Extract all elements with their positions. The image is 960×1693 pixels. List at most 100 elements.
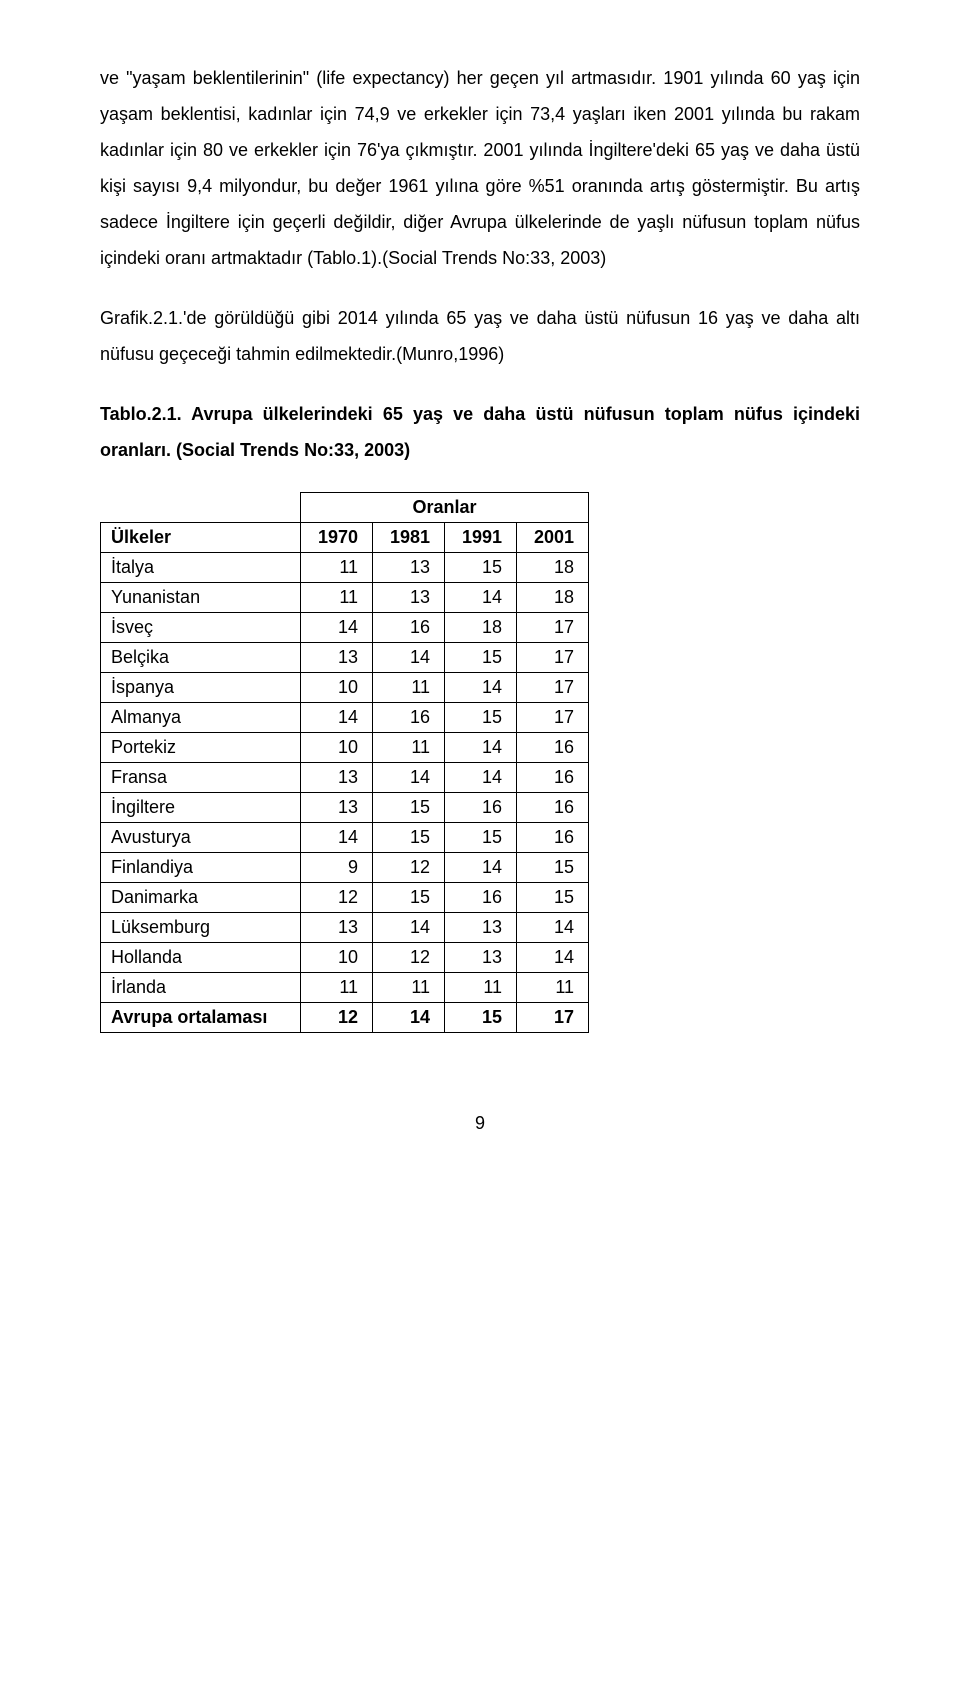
table-footer-value-cell: 12 bbox=[301, 1003, 373, 1033]
table-country-cell: Hollanda bbox=[101, 943, 301, 973]
table-corner-cell bbox=[101, 493, 301, 523]
table-value-cell: 11 bbox=[373, 733, 445, 763]
table-row: Portekiz10111416 bbox=[101, 733, 589, 763]
page-number: 9 bbox=[100, 1113, 860, 1134]
table-row-header-label: Ülkeler bbox=[101, 523, 301, 553]
table-header-row-1: Oranlar bbox=[101, 493, 589, 523]
table-value-cell: 15 bbox=[445, 553, 517, 583]
table-value-cell: 13 bbox=[301, 763, 373, 793]
table-country-cell: Almanya bbox=[101, 703, 301, 733]
table-value-cell: 14 bbox=[517, 913, 589, 943]
table-row: Avusturya14151516 bbox=[101, 823, 589, 853]
table-footer-label: Avrupa ortalaması bbox=[101, 1003, 301, 1033]
table-footer-value-cell: 14 bbox=[373, 1003, 445, 1033]
table-row: Fransa13141416 bbox=[101, 763, 589, 793]
table-value-cell: 14 bbox=[517, 943, 589, 973]
table-year-0: 1970 bbox=[301, 523, 373, 553]
table-value-cell: 14 bbox=[373, 763, 445, 793]
table-row: İngiltere13151616 bbox=[101, 793, 589, 823]
table-footer-value-cell: 17 bbox=[517, 1003, 589, 1033]
table-row: Almanya14161517 bbox=[101, 703, 589, 733]
table-value-cell: 9 bbox=[301, 853, 373, 883]
table-year-2: 1991 bbox=[445, 523, 517, 553]
table-value-cell: 16 bbox=[445, 793, 517, 823]
table-value-cell: 11 bbox=[301, 553, 373, 583]
table-value-cell: 14 bbox=[373, 913, 445, 943]
table-body: İtalya11131518Yunanistan11131418İsveç141… bbox=[101, 553, 589, 1033]
table-value-cell: 14 bbox=[301, 703, 373, 733]
data-table: Oranlar Ülkeler 1970 1981 1991 2001 İtal… bbox=[100, 492, 589, 1033]
table-row: İsveç14161817 bbox=[101, 613, 589, 643]
table-value-cell: 11 bbox=[445, 973, 517, 1003]
table-value-cell: 15 bbox=[517, 853, 589, 883]
table-country-cell: Portekiz bbox=[101, 733, 301, 763]
table-value-cell: 13 bbox=[445, 943, 517, 973]
table-value-cell: 15 bbox=[445, 823, 517, 853]
table-value-cell: 13 bbox=[373, 553, 445, 583]
table-value-cell: 15 bbox=[373, 793, 445, 823]
table-caption: Tablo.2.1. Avrupa ülkelerindeki 65 yaş v… bbox=[100, 396, 860, 468]
table-value-cell: 15 bbox=[373, 883, 445, 913]
table-value-cell: 14 bbox=[301, 613, 373, 643]
table-value-cell: 15 bbox=[445, 643, 517, 673]
table-country-cell: Belçika bbox=[101, 643, 301, 673]
table-country-cell: Danimarka bbox=[101, 883, 301, 913]
table-value-cell: 16 bbox=[517, 793, 589, 823]
table-value-cell: 12 bbox=[373, 943, 445, 973]
table-row: Belçika13141517 bbox=[101, 643, 589, 673]
table-value-cell: 14 bbox=[445, 583, 517, 613]
table-value-cell: 16 bbox=[445, 883, 517, 913]
table-value-cell: 17 bbox=[517, 703, 589, 733]
table-value-cell: 13 bbox=[445, 913, 517, 943]
table-value-cell: 11 bbox=[373, 673, 445, 703]
table-header-row-2: Ülkeler 1970 1981 1991 2001 bbox=[101, 523, 589, 553]
table-value-cell: 16 bbox=[517, 763, 589, 793]
table-value-cell: 16 bbox=[517, 733, 589, 763]
body-paragraph-1: ve "yaşam beklentilerinin" (life expecta… bbox=[100, 60, 860, 276]
table-value-cell: 14 bbox=[445, 733, 517, 763]
table-country-cell: İrlanda bbox=[101, 973, 301, 1003]
table-value-cell: 13 bbox=[301, 913, 373, 943]
table-footer-row: Avrupa ortalaması12141517 bbox=[101, 1003, 589, 1033]
table-country-cell: Avusturya bbox=[101, 823, 301, 853]
table-value-cell: 10 bbox=[301, 733, 373, 763]
table-row: İrlanda11111111 bbox=[101, 973, 589, 1003]
table-value-cell: 14 bbox=[301, 823, 373, 853]
table-value-cell: 11 bbox=[301, 973, 373, 1003]
table-value-cell: 15 bbox=[373, 823, 445, 853]
table-country-cell: İngiltere bbox=[101, 793, 301, 823]
table-value-cell: 17 bbox=[517, 673, 589, 703]
table-value-cell: 17 bbox=[517, 643, 589, 673]
table-value-cell: 11 bbox=[517, 973, 589, 1003]
table-value-cell: 11 bbox=[301, 583, 373, 613]
table-row: Finlandiya9121415 bbox=[101, 853, 589, 883]
table-value-cell: 10 bbox=[301, 943, 373, 973]
table-row: Lüksemburg13141314 bbox=[101, 913, 589, 943]
table-value-cell: 14 bbox=[373, 643, 445, 673]
table-value-cell: 16 bbox=[373, 613, 445, 643]
table-value-cell: 18 bbox=[445, 613, 517, 643]
table-value-cell: 15 bbox=[517, 883, 589, 913]
table-country-cell: Yunanistan bbox=[101, 583, 301, 613]
table-value-cell: 14 bbox=[445, 763, 517, 793]
table-value-cell: 15 bbox=[445, 703, 517, 733]
table-row: Danimarka12151615 bbox=[101, 883, 589, 913]
table-value-cell: 14 bbox=[445, 853, 517, 883]
table-spanner-header: Oranlar bbox=[301, 493, 589, 523]
table-country-cell: İsveç bbox=[101, 613, 301, 643]
table-country-cell: Lüksemburg bbox=[101, 913, 301, 943]
table-value-cell: 18 bbox=[517, 553, 589, 583]
table-row: Hollanda10121314 bbox=[101, 943, 589, 973]
table-value-cell: 12 bbox=[373, 853, 445, 883]
body-paragraph-2: Grafik.2.1.'de görüldüğü gibi 2014 yılın… bbox=[100, 300, 860, 372]
table-year-3: 2001 bbox=[517, 523, 589, 553]
table-value-cell: 16 bbox=[517, 823, 589, 853]
table-value-cell: 17 bbox=[517, 613, 589, 643]
table-row: İspanya10111417 bbox=[101, 673, 589, 703]
table-value-cell: 12 bbox=[301, 883, 373, 913]
table-country-cell: Fransa bbox=[101, 763, 301, 793]
table-value-cell: 18 bbox=[517, 583, 589, 613]
table-value-cell: 13 bbox=[301, 793, 373, 823]
table-footer-value-cell: 15 bbox=[445, 1003, 517, 1033]
table-row: İtalya11131518 bbox=[101, 553, 589, 583]
